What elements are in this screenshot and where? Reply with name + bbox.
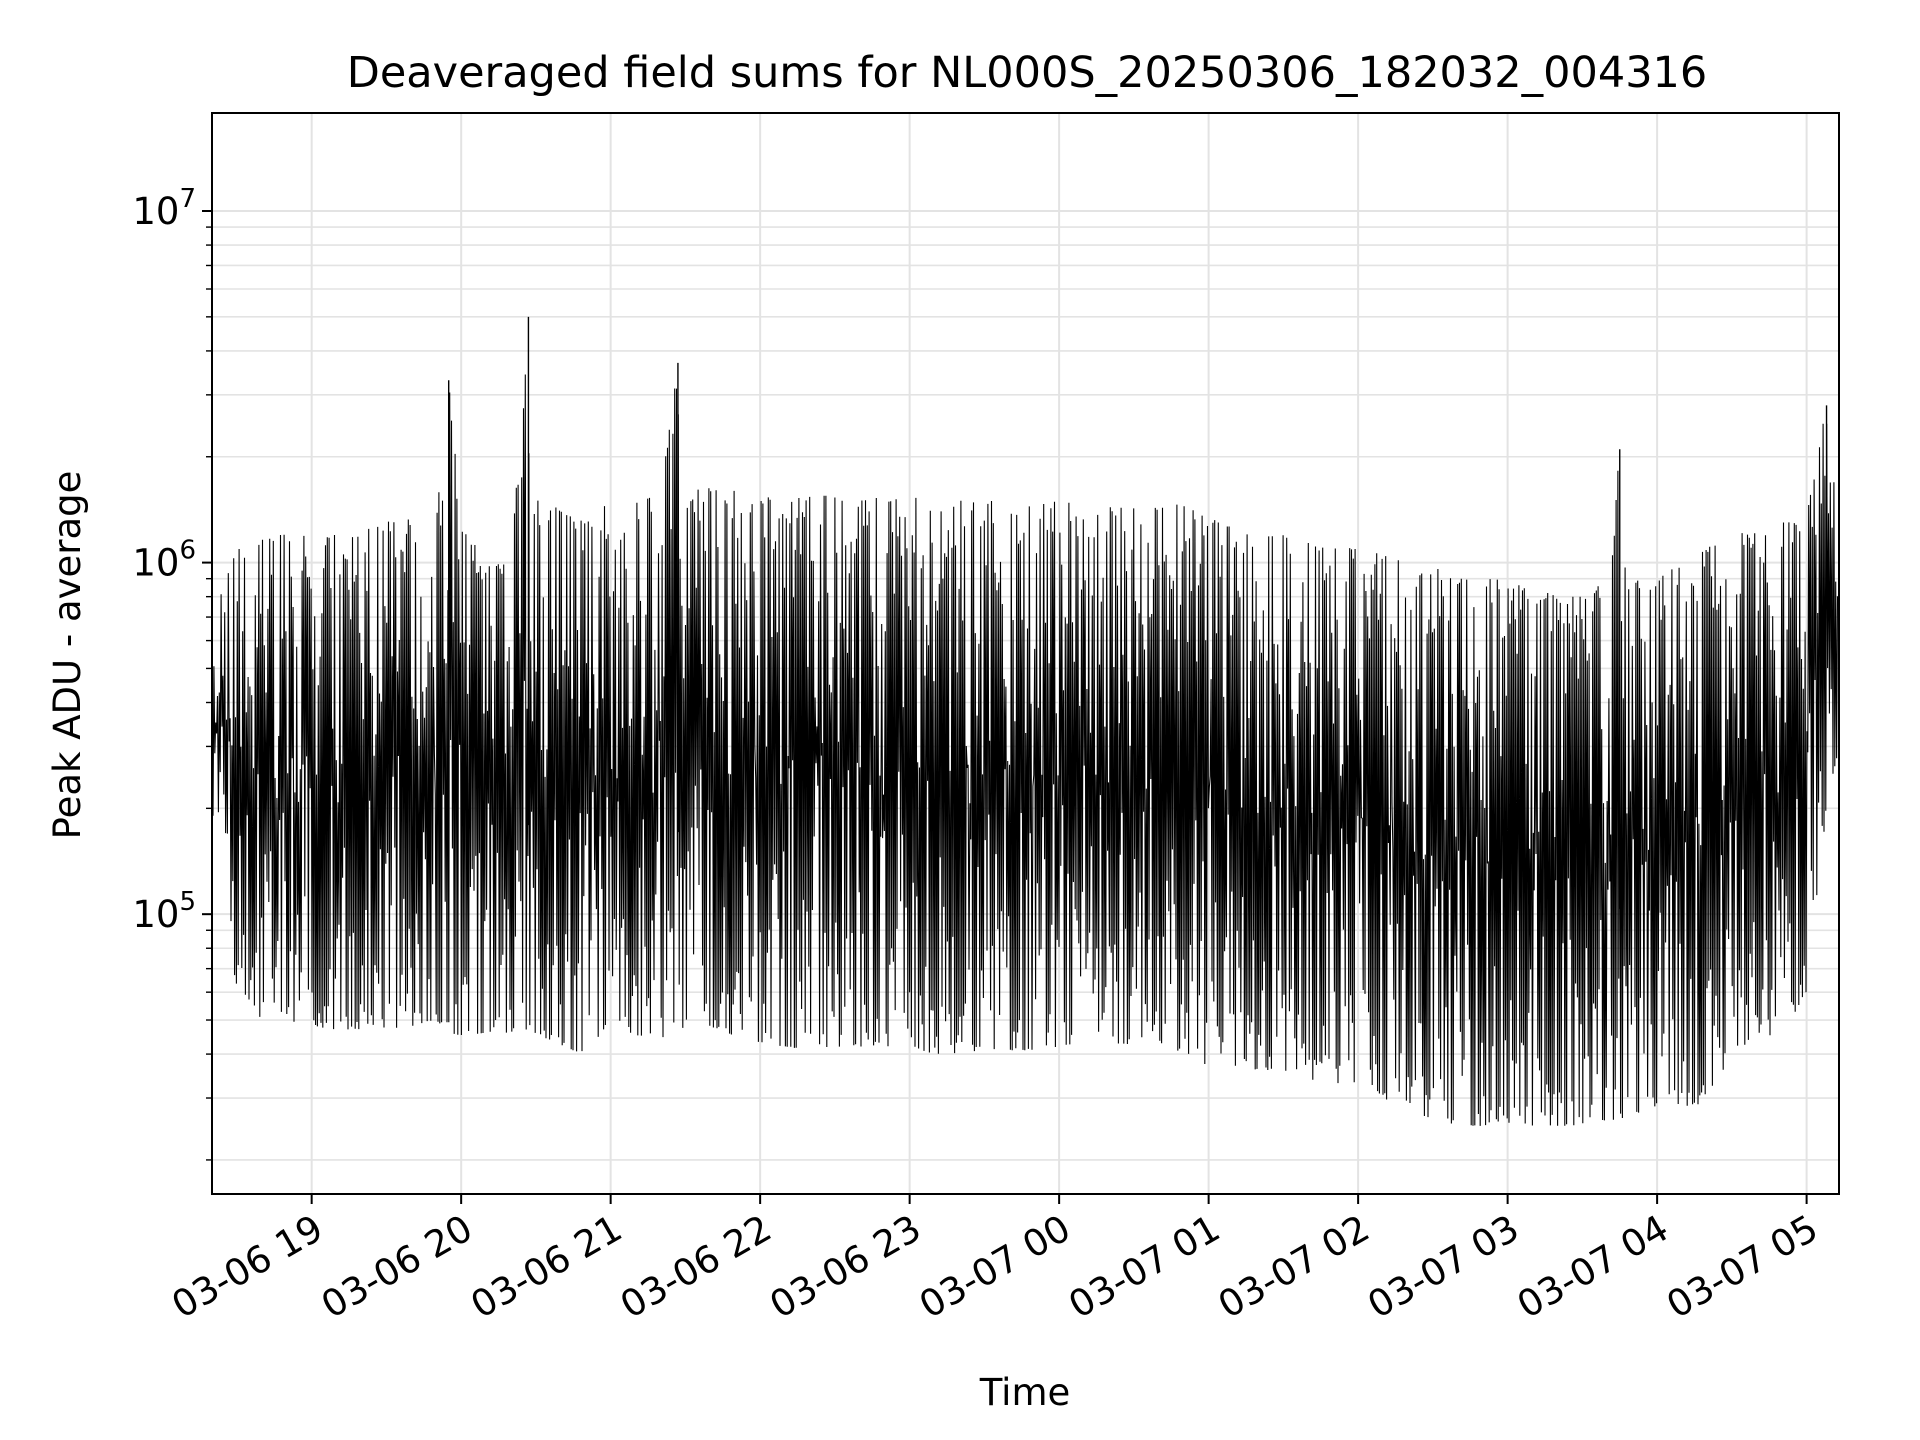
x-axis-label: Time xyxy=(979,1371,1071,1414)
y-tick-exponent: 5 xyxy=(179,887,196,917)
chart-title: Deaveraged field sums for NL000S_2025030… xyxy=(347,48,1708,98)
y-tick-label: 105 xyxy=(132,887,196,936)
plot-frame xyxy=(211,112,1840,1195)
y-axis-label: Peak ADU - average xyxy=(46,471,89,840)
series-line xyxy=(212,374,1839,1126)
y-tick-base: 10 xyxy=(132,893,179,936)
series-layer xyxy=(212,316,1839,1126)
y-tick-label: 107 xyxy=(132,184,196,233)
y-tick-exponent: 6 xyxy=(179,536,196,566)
y-tick-base: 10 xyxy=(132,190,179,233)
y-tick-exponent: 7 xyxy=(179,184,196,214)
y-tick-base: 10 xyxy=(132,542,179,585)
y-tick-label: 106 xyxy=(132,536,196,585)
